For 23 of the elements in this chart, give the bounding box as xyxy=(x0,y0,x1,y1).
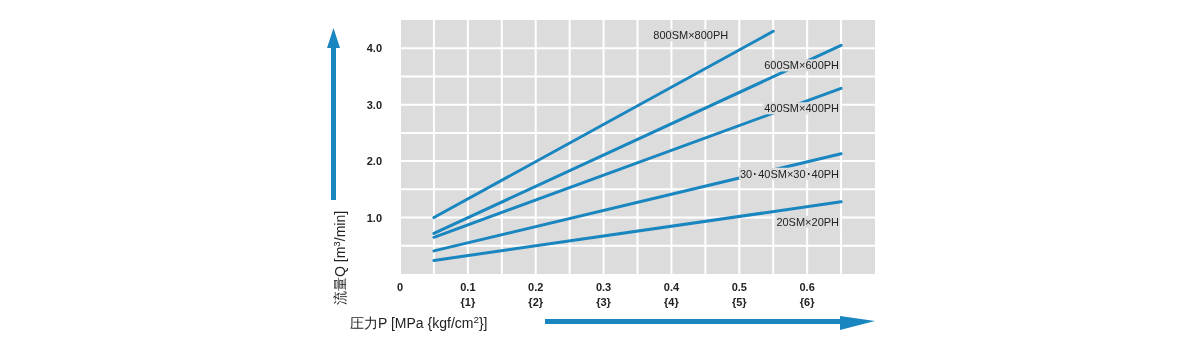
series-label: 800SM×800PH xyxy=(653,29,729,42)
series-label: 400SM×400PH xyxy=(764,102,840,115)
x-tick-label: 0.4 xyxy=(663,281,680,293)
x-tick-label: 0 xyxy=(396,281,404,293)
x2-tick-label: {6} xyxy=(799,296,816,308)
x-axis-title: 圧力P [MPa {kgf/cm$^{2}$}] xyxy=(350,313,488,331)
series-label: 600SM×600PH xyxy=(764,59,840,72)
x2-tick-label: {1} xyxy=(460,296,476,308)
y-tick-label: 4.0 xyxy=(366,42,382,55)
x-tick-label: 0.5 xyxy=(731,281,747,293)
x2-tick-label: {4} xyxy=(664,296,680,308)
x2-tick-label: {3} xyxy=(596,296,612,308)
x-tick-label: 0.3 xyxy=(595,281,612,293)
series-label: 30･40SM×30･40PH xyxy=(739,167,840,180)
x-tick-label: 0.6 xyxy=(799,281,815,293)
y-tick-label: 3.0 xyxy=(366,98,382,111)
y-tick-label: 1.0 xyxy=(366,211,382,224)
y-tick-label: 2.0 xyxy=(366,155,382,168)
x-tick-label: 0.1 xyxy=(460,281,476,293)
series-label: 20SM×20PH xyxy=(776,215,840,228)
x2-tick-label: {5} xyxy=(731,296,748,308)
x2-tick-label: {2} xyxy=(528,296,544,308)
x-tick-label: 0.2 xyxy=(528,281,544,293)
